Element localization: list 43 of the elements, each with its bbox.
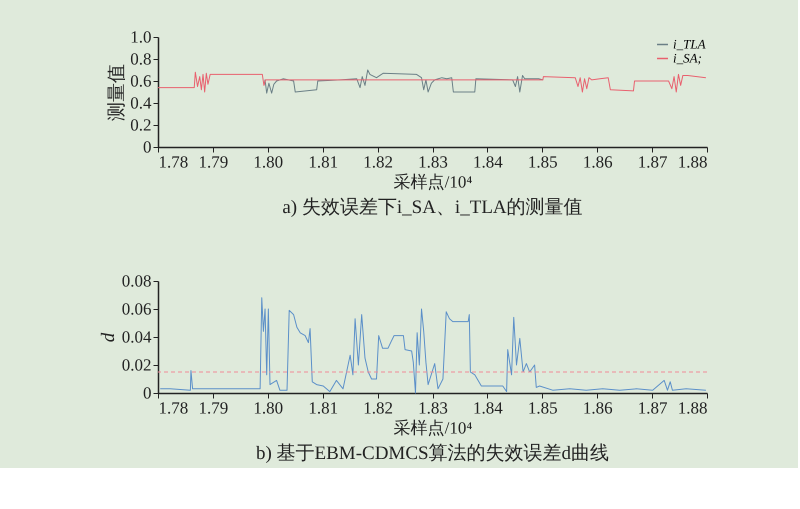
x-axis-title: 采样点/10⁴: [394, 418, 472, 438]
x-tick-label: 1.86: [582, 152, 613, 172]
x-tick-label: 1.78: [158, 398, 188, 418]
y-tick-label: 0.04: [122, 328, 152, 346]
x-tick-label: 1.85: [528, 152, 558, 172]
x-tick-label: 1.87: [638, 398, 668, 418]
line-series: [158, 72, 706, 92]
y-axis-title: 测量值: [106, 64, 128, 121]
x-tick-label: 1.85: [528, 398, 558, 418]
y-tick-label: 0: [143, 138, 152, 156]
y-tick-label: 1.0: [130, 28, 152, 46]
x-tick-label: 1.83: [418, 152, 448, 172]
text: a) 失效误差下i_SA、i_TLA的测量值: [282, 197, 583, 218]
x-tick-label: 1.88: [678, 398, 708, 418]
text: b) 基于EBM-CDMCS算法的失效误差d曲线: [256, 443, 610, 464]
x-tick-label: 1.83: [418, 398, 448, 418]
line-series: [263, 70, 544, 94]
y-axis-title: d: [98, 332, 119, 342]
y-tick-label: 0.08: [122, 272, 152, 290]
y-tick-label: 0.06: [122, 300, 152, 318]
x-tick-label: 1.82: [363, 152, 393, 172]
y-tick-label: 0.8: [130, 50, 152, 68]
x-tick-label: 1.81: [308, 152, 338, 172]
x-tick-label: 1.81: [308, 398, 338, 418]
x-tick-label: 1.88: [678, 152, 708, 172]
x-axis-title: 采样点/10⁴: [394, 172, 472, 192]
y-tick-label: 0.6: [130, 72, 152, 90]
y-tick-label: 0.4: [130, 94, 152, 112]
x-tick-label: 1.79: [198, 398, 228, 418]
x-tick-label: 1.87: [638, 152, 668, 172]
legend-label: i_TLA: [673, 36, 706, 52]
x-tick-label: 1.78: [158, 152, 188, 172]
x-tick-label: 1.84: [473, 398, 504, 418]
legend-label: i_SA;: [673, 50, 702, 66]
x-tick-label: 1.86: [582, 398, 613, 418]
y-tick-label: 0.02: [122, 356, 152, 374]
x-tick-label: 1.82: [363, 398, 393, 418]
x-tick-label: 1.80: [253, 398, 284, 418]
x-tick-label: 1.84: [473, 152, 504, 172]
y-tick-label: 0: [143, 384, 152, 402]
x-tick-label: 1.79: [198, 152, 228, 172]
y-tick-label: 0.2: [130, 116, 152, 134]
x-tick-label: 1.80: [253, 152, 284, 172]
